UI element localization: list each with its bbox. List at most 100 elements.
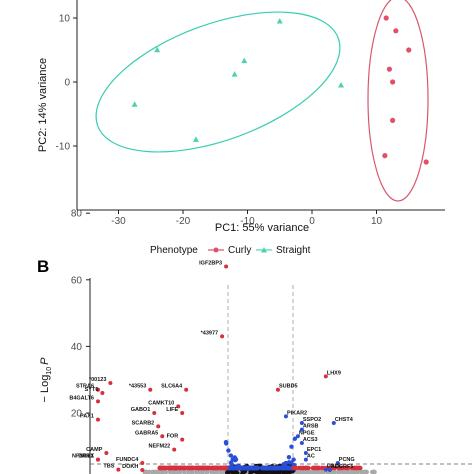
volcano-point-ns [304,469,310,474]
gene-label: LIFE [166,407,178,413]
volcano-point-labeled [335,460,340,465]
volcano-point-ns [295,469,301,474]
volcano-point-blue [292,436,298,441]
gene-label: DS15 [327,464,341,470]
volcano-point-labeled [303,457,308,462]
straight-point [338,82,345,88]
volcano-point-red [319,465,325,471]
volcano-point-ns [351,469,356,474]
volcano-point-ns [167,469,173,474]
ylabel-main: − Log [39,375,51,403]
volcano-gene-labels: IGF2BP3 *43977 LHX9 STRA6*00123 SYT6 SLC6A4 *4… [69,260,355,472]
gene-label: ARSB [303,424,319,430]
volcano-y-tick-label: 60 [71,275,83,286]
straight-ellipse [95,11,341,153]
volcano-point-blue [272,465,278,471]
straight-point [276,18,283,24]
pca-points [131,15,429,165]
legend-title: Phenotype [150,245,198,256]
volcano-point-red [356,465,362,471]
gene-label: *43977 [201,330,218,336]
gene-label: CAMKT10 [148,400,174,406]
volcano-point-labeled [184,387,189,392]
volcano-point-red [298,465,304,471]
volcano-point-low [240,471,245,474]
volcano-point-ns [363,469,368,474]
volcano-point-ns [182,469,188,474]
volcano-point-labeled [152,411,157,415]
volcano-point-labeled [108,381,113,386]
volcano-y-tick-label: 20 [71,409,83,420]
volcano-point-labeled [323,467,328,472]
pca-y-axis-title: PC2: 14% variance [37,58,49,152]
volcano-point-labeled [295,434,300,439]
volcano-point-red [187,465,193,471]
volcano-point-ns [157,469,163,474]
volcano-point-ns [330,469,336,474]
panel-letter-b: B [37,257,49,276]
volcano-point-red [204,465,210,471]
curly-point [390,79,396,85]
curly-point [382,153,388,159]
volcano-point-ns [354,469,360,474]
volcano-point-ns [337,469,342,474]
gene-label: SSPO2 [303,417,321,423]
pca-y-tick-label: 10 [59,14,71,25]
volcano-point-labeled [140,460,145,465]
curly-point [406,47,412,53]
volcano-point-labeled [96,399,100,404]
curly-point [383,15,389,21]
pca-y-tick-label: 0 [64,78,70,89]
legend-straight-label: Straight [276,245,311,256]
volcano-point-red [210,465,215,471]
volcano-point-blue [286,454,292,460]
volcano-point-red [198,465,204,471]
volcano-point-labeled [96,417,100,422]
volcano-point-red [303,465,308,471]
pca-x-tick-label: -20 [176,216,191,227]
volcano-point-blue [226,448,231,453]
gene-label: FUNDC4 [116,457,139,463]
volcano-point-red [291,465,296,471]
volcano-point-low [260,470,266,474]
volcano-point-blue [229,461,234,467]
volcano-y-tick-label: 80 [71,209,83,220]
gene-label: SYT6 [85,387,99,393]
volcano-point-ns [359,469,364,474]
volcano-point-low [248,471,253,474]
gene-label: IGF2BP3 [199,260,222,266]
volcano-point-labeled [283,414,288,419]
volcano-point-labeled [96,457,100,462]
volcano-point-red [178,465,184,471]
volcano-point-blue [239,465,245,471]
volcano-point-ns [194,469,199,474]
volcano-point-labeled [96,387,100,392]
volcano-y-axis-title: − Log10 P [39,357,53,403]
volcano-point-red [313,465,319,471]
volcano-point-labeled [140,468,145,472]
volcano-point-labeled [323,374,328,379]
volcano-point-ns [371,469,377,474]
volcano-y-ticks: 20 40 60 80 [71,209,90,420]
gene-label: GABRA5 [135,430,158,436]
straight-point [154,46,161,53]
gene-label: *43553 [129,384,146,390]
volcano-point-ns [344,469,349,474]
volcano-point-labeled [224,264,229,269]
gene-label: PIKAR2 [287,410,307,416]
volcano-point-labeled [176,404,181,409]
straight-point [192,136,199,142]
volcano-point-labeled [331,420,336,425]
volcano-point-ns [190,469,195,474]
volcano-point-labeled [299,420,304,425]
volcano-point-blue [277,465,282,471]
volcano-point-labeled [148,387,153,392]
volcano-points [142,436,377,474]
volcano-point-blue [250,465,256,471]
legend-curly-label: Curly [228,245,251,256]
curly-ellipse [367,0,429,202]
volcano-point-labeled [327,468,332,472]
volcano-point-labeled [303,450,308,455]
volcano-point-ns [163,469,169,474]
